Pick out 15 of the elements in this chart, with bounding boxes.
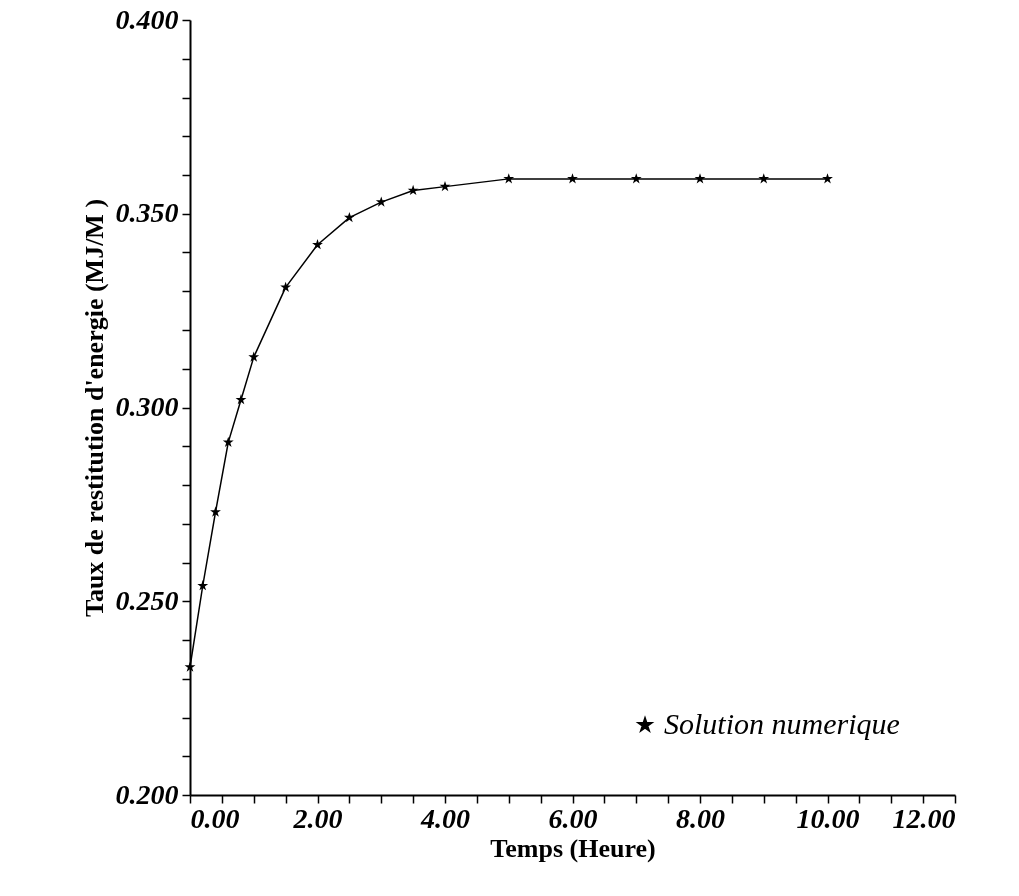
x-tick-label: 8.00 [676, 802, 725, 834]
x-tick-label: 12.00 [892, 802, 956, 834]
y-tick-label: 0.250 [115, 584, 179, 616]
y-tick-label: 0.400 [115, 3, 179, 35]
x-tick-label: 2.00 [292, 802, 343, 834]
x-tick-label: 10.00 [796, 802, 860, 834]
y-axis-title: Taux de restitution d'energie (MJ/M ) [79, 198, 109, 618]
x-tick-label: 0.00 [190, 802, 240, 834]
y-tick-label: 0.300 [115, 391, 179, 422]
legend-label: Solution numerique [664, 707, 900, 740]
y-tick-label: 0.350 [115, 197, 179, 229]
y-tick-label: 0.200 [115, 778, 179, 810]
x-tick-label: 4.00 [420, 802, 470, 834]
x-axis-title: Temps (Heure) [490, 833, 656, 863]
x-tick-label: 6.00 [548, 802, 598, 834]
